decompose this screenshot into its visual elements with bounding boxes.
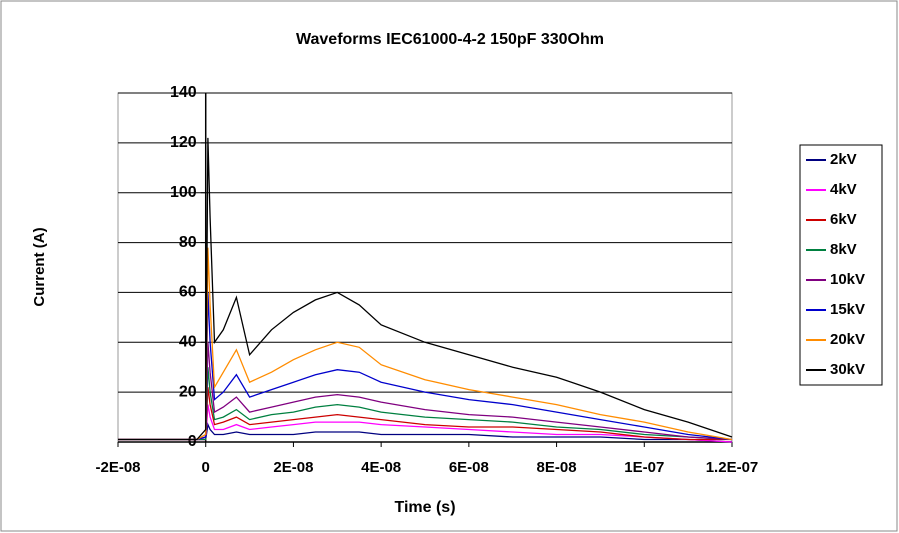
legend-label: 20kV [830,331,865,348]
x-tick-label: 8E-08 [537,459,577,476]
x-tick-label: 1E-07 [624,459,664,476]
plot-area [117,92,733,443]
legend-label: 6kV [830,211,857,228]
x-tick-label: 0 [202,459,210,476]
legend-label: 2kV [830,151,857,168]
x-axis-label: Time (s) [394,499,455,516]
y-tick-label: 120 [170,134,197,151]
line-series [118,422,733,443]
legend-label: 4kV [830,181,857,198]
x-tick-label: -2E-08 [95,459,140,476]
x-tick-label: 1.2E-07 [706,459,759,476]
chart-title: Waveforms IEC61000-4-2 150pF 330Ohm [296,31,604,48]
x-tick-label: 6E-08 [449,459,489,476]
legend-label: 8kV [830,241,857,258]
y-tick-label: 80 [179,234,197,251]
y-tick-label: 60 [179,284,197,301]
x-tick-label: 2E-08 [273,459,313,476]
legend-label: 30kV [830,361,865,378]
x-tick-label: 4E-08 [361,459,401,476]
line-series [118,247,733,441]
y-axis-label: Current (A) [31,227,48,306]
y-tick-label: 140 [170,84,197,101]
legend-label: 15kV [830,301,865,318]
legend-label: 10kV [830,271,865,288]
legend-box [799,144,883,386]
line-series [118,137,733,441]
y-tick-label: 40 [179,334,197,351]
y-tick-label: 20 [179,383,197,400]
y-tick-label: 100 [170,184,197,201]
